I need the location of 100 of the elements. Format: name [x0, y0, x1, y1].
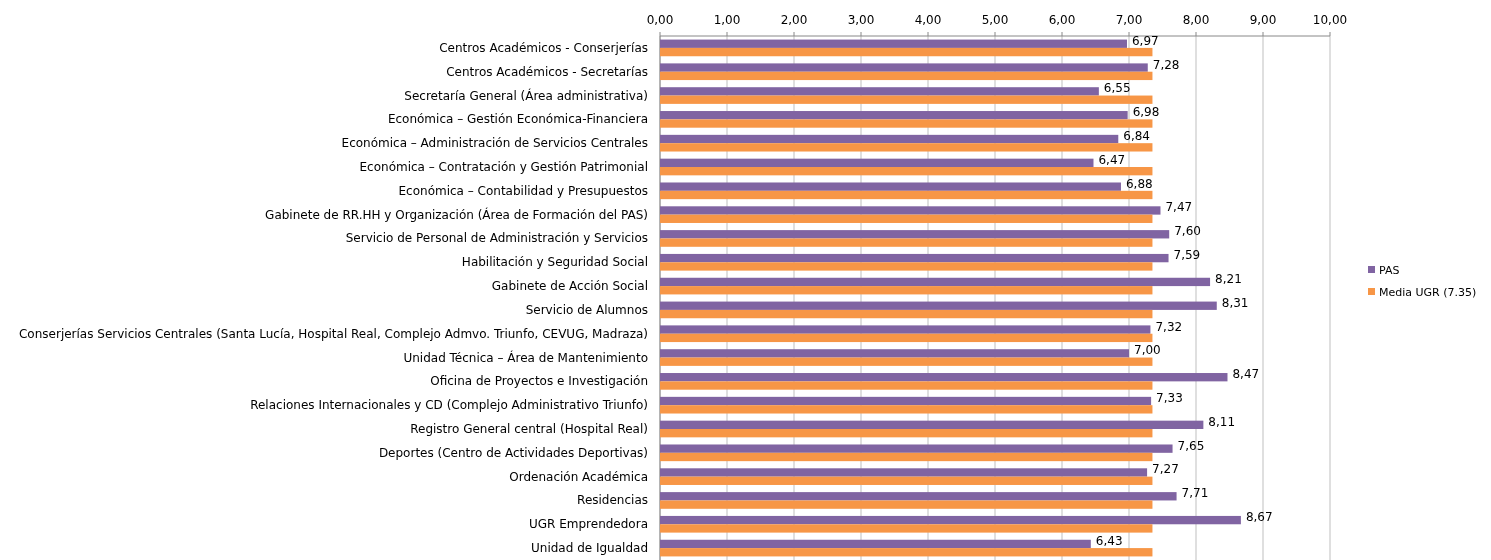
x-tick-label: 1,00 — [713, 13, 741, 27]
y-tick-label: Servicio de Alumnos — [525, 302, 648, 317]
bar — [660, 253, 1169, 263]
bar — [660, 230, 1170, 239]
data-label: 7,65 — [1177, 438, 1205, 453]
bar — [660, 95, 1153, 104]
y-tick-label: Oficina de Proyectos e Investigación — [430, 374, 648, 389]
x-tick-label: 6,00 — [1048, 13, 1076, 27]
data-label: 6,43 — [1095, 533, 1123, 548]
bar — [660, 277, 1211, 287]
bar — [660, 373, 1228, 382]
y-tick-label: Secretaría General (Área administrativa) — [404, 87, 648, 103]
x-tick-label: 8,00 — [1182, 13, 1210, 27]
y-tick-label: Deportes (Centro de Actividades Deportivas) — [378, 445, 648, 460]
x-tick-label: 3,00 — [847, 13, 875, 27]
y-tick-label: Registro General central (Hospital Real) — [410, 422, 648, 436]
data-label: 7,47 — [1165, 200, 1193, 215]
y-tick-label: UGR Emprendedora — [528, 517, 648, 532]
data-label: 8,67 — [1245, 510, 1273, 525]
data-label: 6,84 — [1123, 129, 1150, 144]
y-tick-label: Económica – Administración de Servicios Centrales — [341, 136, 648, 151]
x-tick-label: 4,00 — [914, 13, 942, 27]
y-tick-label: Económica – Contratación y Gestión Patrimonial — [359, 160, 648, 174]
data-label: 8,11 — [1208, 414, 1236, 429]
bar — [660, 452, 1153, 462]
bar — [660, 325, 1151, 334]
y-tick-label: Ordenación Académica — [509, 469, 648, 484]
bar — [660, 381, 1153, 390]
y-tick-label: Unidad de Igualdad — [531, 541, 648, 556]
y-tick-label: Económica – Gestión Económica-Financiera — [387, 112, 648, 127]
x-tick-label: 9,00 — [1249, 13, 1277, 27]
x-tick-label: 0,00 — [646, 13, 674, 27]
data-label: 6,98 — [1132, 105, 1160, 120]
data-label: 6,97 — [1131, 33, 1159, 48]
y-tick-label: Centros Académicos - Secretarías — [446, 64, 648, 79]
bar — [660, 444, 1173, 453]
bar — [660, 476, 1153, 485]
x-tick-label: 10,00 — [1312, 13, 1348, 27]
bar — [660, 357, 1153, 366]
y-tick-label: Residencias — [577, 493, 648, 508]
bar — [660, 47, 1153, 57]
y-tick-label: Gabinete de RR.HH y Organización (Área de Formación del PAS) — [265, 206, 648, 222]
bar — [660, 134, 1119, 144]
bar — [660, 396, 1152, 406]
data-label: 8,47 — [1232, 367, 1260, 382]
data-label: 6,47 — [1098, 152, 1126, 167]
bar — [660, 182, 1121, 191]
y-tick-label: Gabinete de Acción Social — [491, 279, 648, 294]
y-tick-label: Económica – Contabilidad y Presupuestos — [398, 183, 648, 198]
legend-label: Media UGR (7.35) — [1379, 286, 1477, 299]
bar — [660, 286, 1153, 295]
x-tick-label: 2,00 — [780, 13, 808, 27]
data-label: 7,33 — [1156, 391, 1183, 406]
bar — [660, 349, 1129, 358]
legend-label: PAS — [1379, 264, 1400, 277]
y-tick-label: Relaciones Internacionales y CD (Complejo Administrativo Triunfo) — [250, 398, 648, 413]
data-label: 7,32 — [1155, 319, 1183, 334]
data-label: 6,55 — [1103, 81, 1131, 96]
bar — [660, 39, 1127, 48]
bar — [660, 143, 1153, 152]
bar — [660, 301, 1217, 310]
bar — [660, 190, 1153, 200]
x-tick-label: 5,00 — [981, 13, 1009, 27]
bar — [660, 111, 1128, 120]
bar — [660, 524, 1153, 533]
data-label: 7,27 — [1152, 462, 1179, 477]
bar — [660, 214, 1153, 223]
bar — [660, 238, 1153, 247]
bar — [660, 468, 1148, 477]
bar — [660, 492, 1177, 501]
bar — [660, 333, 1153, 343]
data-label: 6,88 — [1125, 176, 1153, 191]
y-tick-label: Unidad Técnica – Área de Mantenimiento — [403, 349, 648, 365]
data-label: 7,60 — [1174, 224, 1201, 239]
bar — [660, 63, 1148, 72]
bar — [660, 167, 1153, 176]
data-label: 7,71 — [1181, 486, 1209, 501]
bar — [660, 548, 1153, 557]
bar — [660, 119, 1153, 128]
bar — [660, 405, 1153, 414]
bar — [660, 158, 1094, 167]
y-tick-label: Centros Académicos - Conserjerías — [439, 40, 648, 55]
bar — [660, 206, 1161, 215]
bar — [660, 515, 1241, 525]
data-label: 7,28 — [1152, 57, 1180, 72]
y-tick-label: Conserjerías Servicios Centrales (Santa Lucía, Hospital Real, Complejo Admvo. Triunfo, CEVUG, Madraza) — [18, 326, 648, 341]
y-tick-label: Habilitación y Seguridad Social — [461, 255, 648, 270]
bar — [660, 420, 1204, 429]
y-tick-label: Servicio de Personal de Administración y Servicios — [345, 231, 648, 246]
bar — [660, 309, 1153, 319]
bar — [660, 71, 1153, 81]
x-tick-label: 7,00 — [1115, 13, 1143, 27]
bar — [660, 262, 1153, 271]
bar — [660, 539, 1091, 549]
bar — [660, 429, 1153, 438]
data-label: 7,00 — [1134, 343, 1161, 358]
bar — [660, 500, 1153, 509]
data-label: 8,21 — [1215, 271, 1242, 286]
data-label: 7,59 — [1173, 248, 1201, 263]
bar — [660, 87, 1099, 96]
